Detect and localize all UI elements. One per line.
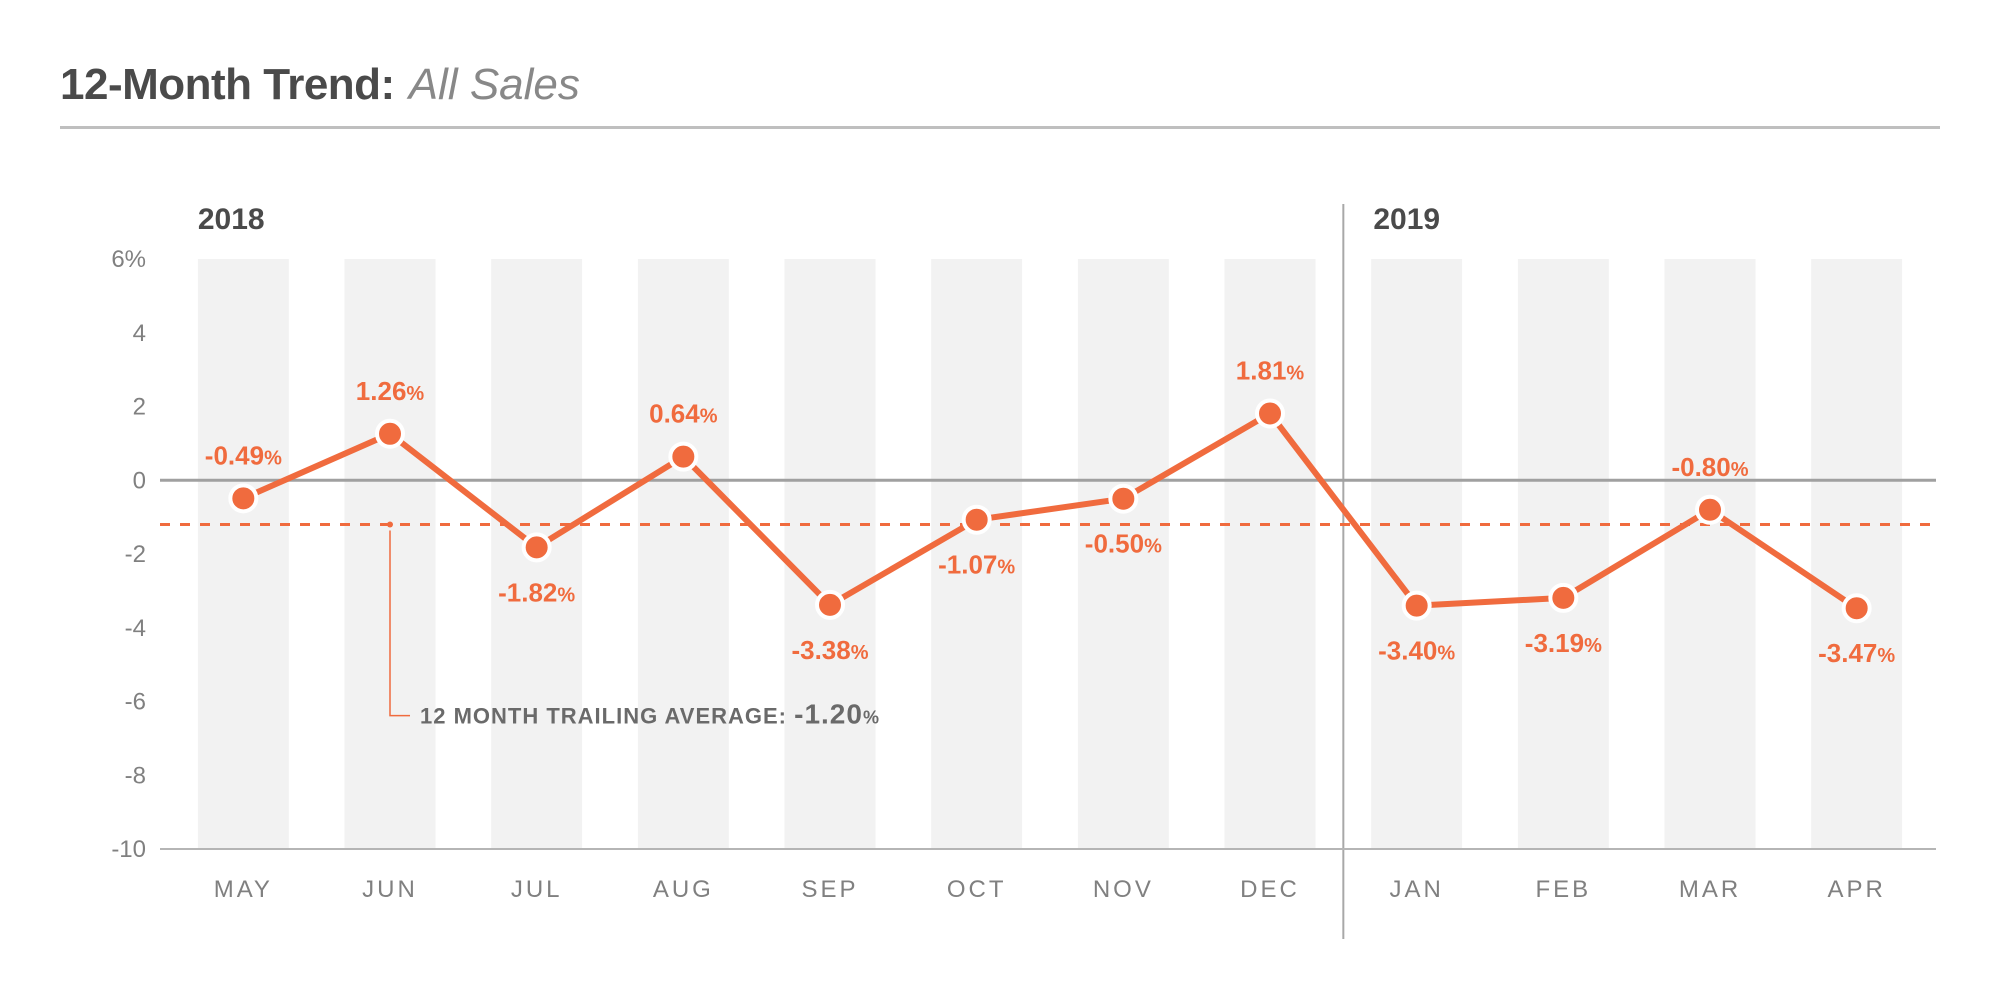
svg-text:-8: -8 <box>125 762 146 789</box>
title-divider <box>60 126 1940 129</box>
svg-text:2: 2 <box>133 394 146 421</box>
svg-text:JAN: JAN <box>1389 876 1443 903</box>
trailing-average-annotation: 12 MONTH TRAILING AVERAGE: -1.20% <box>420 699 880 730</box>
svg-text:-4: -4 <box>125 615 146 642</box>
title-bold: 12-Month Trend: <box>60 60 395 110</box>
svg-text:OCT: OCT <box>947 876 1007 903</box>
svg-text:6%: 6% <box>111 246 146 273</box>
svg-text:4: 4 <box>133 320 146 347</box>
svg-text:DEC: DEC <box>1240 876 1300 903</box>
title-italic: All Sales <box>409 60 580 110</box>
svg-text:APR: APR <box>1827 876 1885 903</box>
svg-text:-10: -10 <box>111 836 146 863</box>
svg-text:2019: 2019 <box>1373 203 1440 236</box>
svg-text:0: 0 <box>133 467 146 494</box>
svg-text:2018: 2018 <box>198 203 265 236</box>
svg-text:FEB: FEB <box>1535 876 1591 903</box>
svg-text:JUL: JUL <box>511 876 563 903</box>
svg-text:-2: -2 <box>125 541 146 568</box>
chart-title: 12-Month Trend: All Sales <box>60 60 1940 110</box>
svg-text:NOV: NOV <box>1093 876 1154 903</box>
svg-text:AUG: AUG <box>653 876 714 903</box>
svg-text:JUN: JUN <box>362 876 418 903</box>
svg-text:SEP: SEP <box>801 876 858 903</box>
svg-text:MAR: MAR <box>1679 876 1741 903</box>
svg-text:-6: -6 <box>125 689 146 716</box>
svg-text:MAY: MAY <box>214 876 273 903</box>
trend-chart: 2018 2019 -10 -8 -6 -4 -2 0 2 4 6% MAY JUN JUL AUG SEP O… <box>60 189 1940 949</box>
